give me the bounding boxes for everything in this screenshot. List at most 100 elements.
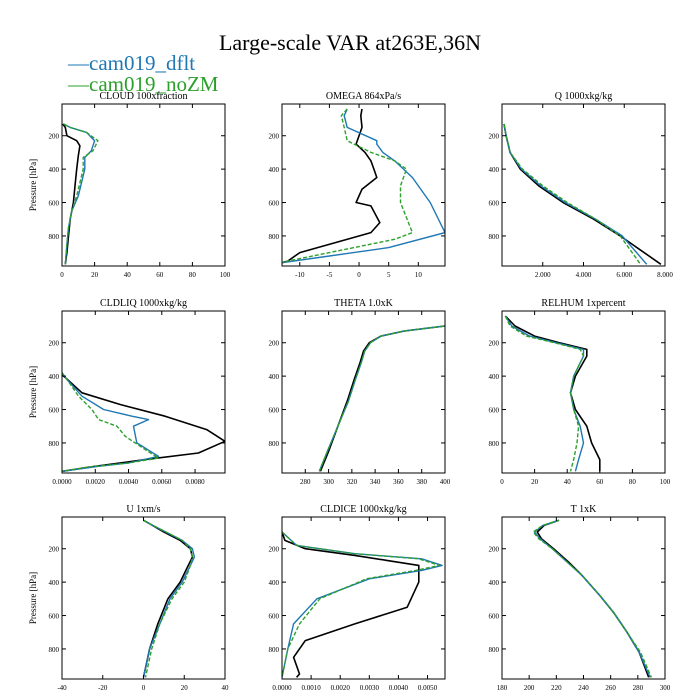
- series-line-cam019_dflt: [282, 108, 445, 264]
- plot-frame: [61, 516, 226, 680]
- y-tick-label: 600: [489, 407, 500, 415]
- y-tick-label: 200: [489, 340, 500, 348]
- panel-title: RELHUM 1xpercent: [541, 298, 625, 309]
- x-tick-label: 8.000: [657, 271, 673, 279]
- x-tick-label: 20: [531, 478, 539, 486]
- x-tick-label: 4.000: [576, 271, 592, 279]
- x-tick-label: 0: [500, 478, 504, 486]
- x-tick-label: 0.0010: [301, 684, 321, 692]
- x-tick-label: 380: [416, 478, 427, 486]
- panel-3: CLDLIQ 1000xkg/kg 200 400 600 800 0.0000 0.002…: [28, 298, 226, 486]
- y-tick-label: 400: [49, 579, 60, 587]
- x-tick-label: 2.000: [535, 271, 551, 279]
- x-tick-label: 0.0040: [119, 478, 139, 486]
- plot-frame: [501, 310, 666, 474]
- series-group: [318, 325, 445, 472]
- x-tick-label: 0.0020: [86, 478, 106, 486]
- x-tick-label: 360: [393, 478, 404, 486]
- series-line-black: [504, 315, 601, 472]
- plot-frame: [61, 103, 226, 267]
- x-tick-label: 0.0000: [272, 684, 292, 692]
- series-line-cam019_noZM: [532, 519, 653, 678]
- x-tick-label: 20: [181, 684, 189, 692]
- y-tick-label: 200: [49, 340, 60, 348]
- series-line-cam019_dflt: [62, 372, 160, 472]
- series-line-cam019_noZM: [504, 315, 585, 472]
- panel-title: CLDICE 1000xkg/kg: [320, 504, 406, 515]
- x-tick-label: 80: [629, 478, 637, 486]
- y-tick-label: 400: [269, 373, 280, 381]
- series-line-black: [142, 519, 194, 678]
- x-tick-label: 300: [660, 684, 671, 692]
- panel-title: THETA 1.0xK: [334, 298, 393, 309]
- y-tick-label: 400: [49, 166, 60, 174]
- series-line-cam019_noZM: [282, 108, 414, 264]
- x-tick-label: 0.0080: [185, 478, 205, 486]
- x-tick-label: 40: [222, 684, 230, 692]
- y-tick-label: 200: [489, 546, 500, 554]
- y-tick-label: 400: [489, 373, 500, 381]
- series-line-cam019_dflt: [533, 519, 651, 678]
- legend-entry-nozm: — cam019_noZM: [68, 74, 218, 95]
- series-line-black: [62, 123, 81, 265]
- panel-title: CLDLIQ 1000xkg/kg: [100, 298, 187, 309]
- x-tick-label: 40: [564, 478, 572, 486]
- y-tick-label: 800: [489, 646, 500, 654]
- panel-4: THETA 1.0xK 200 400 600 800 280 300 320 340 360 38…: [269, 298, 451, 486]
- x-tick-label: 0.0040: [389, 684, 409, 692]
- x-tick-label: 0.0000: [52, 478, 72, 486]
- legend-label-dflt: cam019_dflt: [89, 51, 196, 75]
- y-tick-label: 800: [49, 233, 60, 241]
- x-tick-label: -20: [98, 684, 108, 692]
- y-tick-label: 800: [49, 646, 60, 654]
- series-line-cam019_noZM: [63, 123, 99, 265]
- series-line-cam019_dflt: [504, 315, 585, 472]
- y-tick-label: 200: [269, 340, 280, 348]
- plot-frame: [281, 310, 446, 474]
- series-line-black: [282, 108, 381, 264]
- y-tick-label: 600: [49, 407, 60, 415]
- panel-2: Q 1000xkg/kg 200 400 600 800 2.000 4.000 6.000 8…: [489, 91, 674, 279]
- y-axis-label: Pressure [hPa]: [28, 572, 38, 624]
- x-tick-label: 200: [524, 684, 535, 692]
- panel-1: OMEGA 864xPa/s 200 400 600 800 -10 -5 0 5 10: [269, 91, 446, 279]
- x-tick-label: 220: [551, 684, 562, 692]
- x-tick-label: 0: [357, 271, 361, 279]
- y-tick-label: 200: [269, 546, 280, 554]
- series-line-black: [282, 531, 420, 678]
- panel-6: U 1xm/s 200 400 600 800 -40 -20 0 20 40 Pressure […: [28, 504, 229, 692]
- y-tick-label: 200: [489, 133, 500, 141]
- x-tick-label: 240: [578, 684, 589, 692]
- x-tick-label: -40: [57, 684, 67, 692]
- legend-line-nozm: —: [68, 72, 89, 96]
- x-tick-label: 100: [220, 271, 231, 279]
- panel-title: U 1xm/s: [126, 504, 160, 515]
- legend-entry-dflt: — cam019_dflt: [68, 53, 218, 74]
- series-line-cam019_noZM: [62, 372, 160, 472]
- y-tick-label: 400: [269, 166, 280, 174]
- x-tick-label: -10: [295, 271, 305, 279]
- x-tick-label: 20: [91, 271, 99, 279]
- series-line-black: [536, 519, 650, 678]
- y-tick-label: 200: [269, 133, 280, 141]
- y-tick-label: 600: [269, 200, 280, 208]
- series-line-cam019_dflt: [282, 531, 443, 678]
- x-tick-label: 320: [347, 478, 358, 486]
- plot-frame: [501, 103, 666, 267]
- series-group: [62, 123, 99, 265]
- series-group: [282, 108, 445, 264]
- y-tick-label: 600: [489, 613, 500, 621]
- x-tick-label: 0: [142, 684, 146, 692]
- series-line-cam019_noZM: [503, 123, 642, 265]
- panel-8: T 1xK 200 400 600 800 180 200 220 240 260 280 300: [489, 504, 671, 692]
- series-line-black: [62, 372, 225, 473]
- x-tick-label: 300: [323, 478, 334, 486]
- y-tick-label: 600: [269, 613, 280, 621]
- series-group: [62, 372, 225, 473]
- plot-frame: [61, 310, 226, 474]
- plot-frame: [281, 103, 446, 267]
- y-tick-label: 200: [49, 133, 60, 141]
- series-group: [503, 123, 662, 265]
- y-axis-label: Pressure [hPa]: [28, 366, 38, 418]
